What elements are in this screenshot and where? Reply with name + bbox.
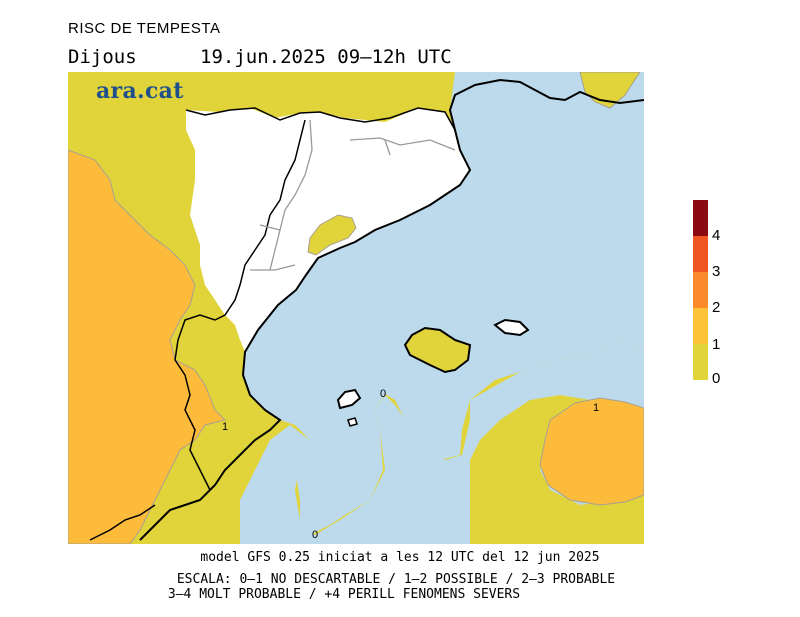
province-borders (250, 119, 456, 271)
contour-label-1: 1 (593, 402, 599, 414)
legend-label-1: 1 (712, 336, 721, 353)
forecast-day: Dijous (68, 46, 137, 68)
contour-label-1: 1 (222, 421, 228, 433)
legend-swatch (693, 236, 708, 272)
model-info: model GFS 0.25 iniciat a les 12 UTC del … (200, 550, 600, 565)
legend-swatch (693, 308, 708, 344)
risk-level-1-inland (307, 214, 357, 256)
risk-level-2-southeast (539, 397, 644, 506)
sea-area (243, 72, 644, 535)
legend-swatch (693, 200, 708, 236)
legend-label-2: 2 (712, 299, 721, 316)
island-mallorca (403, 326, 472, 374)
legend-label-4: 4 (712, 227, 721, 244)
scale-description-line-1: ESCALA: 0–1 NO DESCARTABLE / 1–2 POSSIBL… (176, 572, 616, 587)
island-menorca (493, 318, 530, 337)
legend-swatch (693, 272, 708, 308)
regional-borders (174, 119, 306, 491)
contour-label-0: 0 (312, 529, 318, 541)
legend-swatch (693, 344, 708, 380)
contour-label-0: 0 (380, 388, 386, 400)
risk-level-1-southeast (470, 402, 644, 544)
portugal-border (89, 504, 156, 541)
island-formentera (347, 417, 358, 427)
sea-area-south (240, 395, 470, 544)
scale-description-line-2: 3–4 MOLT PROBABLE / +4 PERILL FENOMENS S… (167, 587, 521, 602)
map-title: RISC DE TEMPESTA (68, 20, 221, 37)
legend-label-0: 0 (712, 370, 721, 387)
forecast-datetime: 19.jun.2025 09–12h UTC (200, 46, 452, 68)
risk-level-2-west (68, 149, 226, 544)
ara-cat-logo: ara.cat (96, 78, 184, 104)
island-ibiza (336, 388, 362, 410)
legend-label-3: 3 (712, 263, 721, 280)
legend-color-bar (693, 200, 708, 380)
national-border (185, 107, 456, 131)
